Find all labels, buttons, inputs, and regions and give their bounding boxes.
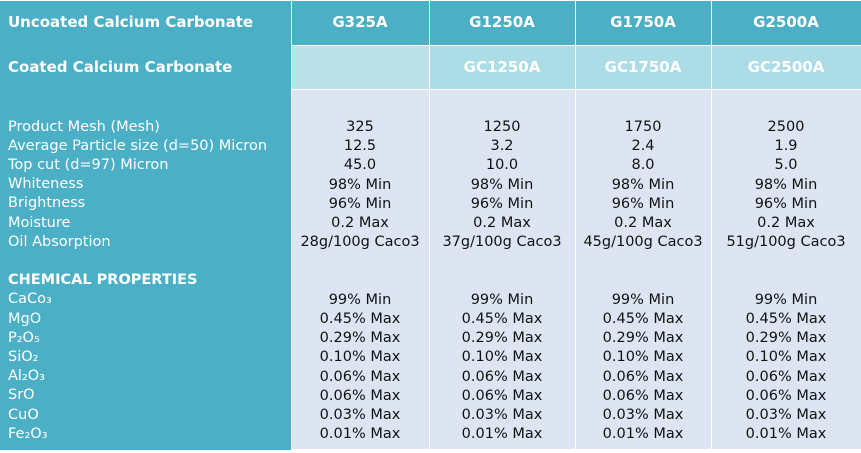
chemical-value: 0.06% Max — [602, 368, 684, 385]
chemical-value: 0.06% Max — [461, 368, 543, 385]
coated-grade-header: GC2500A — [710, 45, 861, 90]
property-value: 45g/100g Caco3 — [583, 234, 703, 251]
chemical-label: Al₂O₃ — [8, 368, 45, 385]
chemical-label: CaCo₃ — [8, 291, 52, 308]
coated-grade-header: GC1750A — [574, 45, 712, 90]
chemical-properties-heading: CHEMICAL PROPERTIES — [8, 272, 198, 289]
coated-grade-header: GC1250A — [428, 45, 576, 90]
chemical-value: 0.06% Max — [745, 387, 827, 404]
grade-values-column: 1250 3.2 10.0 98% Min 96% Min 0.2 Max 37g/100g… — [428, 88, 576, 451]
chemical-value: 0.03% Max — [745, 407, 827, 424]
grade-header: G325A — [290, 0, 430, 46]
chemical-value: 0.06% Max — [319, 368, 401, 385]
grade-values-column: 2500 1.9 5.0 98% Min 96% Min 0.2 Max 51g/100g … — [710, 88, 861, 451]
property-value: 1.9 — [774, 138, 798, 155]
chemical-value: 0.29% Max — [745, 330, 827, 347]
property-value: 37g/100g Caco3 — [442, 234, 562, 251]
chemical-value: 0.10% Max — [745, 349, 827, 366]
chemical-value: 0.45% Max — [461, 311, 543, 327]
chemical-value: 0.01% Max — [745, 426, 827, 443]
chemical-value: 0.10% Max — [461, 349, 543, 366]
property-value: 96% Min — [470, 195, 534, 212]
property-value: 0.2 Max — [614, 215, 672, 232]
property-value: 96% Min — [754, 195, 818, 212]
chemical-value: 0.45% Max — [319, 311, 401, 327]
property-value: 98% Min — [754, 176, 818, 193]
property-value: 51g/100g Caco3 — [726, 234, 846, 251]
property-label: Oil Absorption — [8, 233, 111, 250]
properties-body-row: Product Mesh (Mesh) Average Particle size… — [0, 88, 861, 451]
property-value: 2.4 — [631, 138, 655, 155]
chemical-value: 0.29% Max — [461, 330, 543, 347]
chemical-value: 0.01% Max — [461, 426, 543, 443]
property-value: 0.2 Max — [473, 215, 531, 232]
property-label: Product Mesh (Mesh) — [8, 118, 160, 135]
grade-header: G1750A — [574, 0, 712, 46]
chemical-value: 99% Min — [754, 291, 818, 308]
chemical-value: 0.01% Max — [319, 426, 401, 443]
chemical-value: 0.06% Max — [461, 387, 543, 404]
chemical-label: SrO — [8, 387, 35, 404]
chemical-value: 0.29% Max — [602, 330, 684, 347]
property-value: 98% Min — [470, 176, 534, 193]
property-value: 3.2 — [490, 138, 514, 155]
uncoated-header-row: Uncoated Calcium Carbonate G325A G1250A … — [0, 0, 861, 46]
property-value: 0.2 Max — [331, 215, 389, 232]
property-value: 98% Min — [611, 176, 675, 193]
property-labels-column: Product Mesh (Mesh) Average Particle size… — [0, 89, 292, 450]
chemical-value: 0.45% Max — [602, 311, 684, 327]
property-label: Average Particle size (d=50) Micron — [8, 137, 268, 154]
chemical-value: 0.06% Max — [602, 387, 684, 404]
property-value: 2500 — [767, 119, 805, 135]
chemical-value: 0.10% Max — [602, 349, 684, 366]
chemical-label: Fe₂O₃ — [8, 425, 48, 442]
chemical-label: P₂O₅ — [8, 329, 40, 346]
property-value: 96% Min — [611, 195, 675, 212]
grade-values-column: 325 12.5 45.0 98% Min 96% Min 0.2 Max 28g/100g… — [290, 88, 430, 451]
property-label: Whiteness — [8, 176, 84, 193]
chemical-value: 0.29% Max — [319, 330, 401, 347]
property-value: 1250 — [483, 119, 521, 135]
grade-header: G1250A — [428, 0, 576, 46]
chemical-value: 0.06% Max — [745, 368, 827, 385]
physical-property-labels: Product Mesh (Mesh) Average Particle size… — [8, 118, 291, 252]
chemical-value: 0.10% Max — [319, 349, 401, 366]
property-value: 325 — [346, 119, 374, 135]
chemical-value: 0.03% Max — [319, 407, 401, 424]
coated-grade-header-empty — [290, 45, 430, 90]
coated-header-row: Coated Calcium Carbonate GC1250A GC1750A… — [0, 45, 861, 90]
property-value: 96% Min — [328, 195, 392, 212]
property-value: 12.5 — [343, 138, 377, 155]
property-value: 10.0 — [485, 157, 519, 174]
coated-label: Coated Calcium Carbonate — [0, 45, 292, 90]
chemical-property-labels: CaCo₃ MgO P₂O₅ SiO₂ Al₂O₃ SrO CuO Fe₂O₃ — [8, 290, 291, 444]
property-value: 28g/100g Caco3 — [300, 234, 420, 251]
chemical-value: 0.45% Max — [745, 311, 827, 327]
property-value: 0.2 Max — [757, 215, 815, 232]
chemical-value: 99% Min — [328, 291, 392, 308]
chemical-value: 0.06% Max — [319, 387, 401, 404]
grade-values-column: 1750 2.4 8.0 98% Min 96% Min 0.2 Max 45g/100g … — [574, 88, 712, 451]
chemical-label: CuO — [8, 406, 39, 423]
property-value: 1750 — [624, 119, 662, 135]
property-value: 45.0 — [343, 157, 377, 174]
property-value: 5.0 — [774, 157, 798, 174]
uncoated-label: Uncoated Calcium Carbonate — [0, 0, 292, 46]
property-label: Brightness — [8, 195, 86, 212]
chemical-value: 99% Min — [470, 291, 534, 308]
chemical-label: MgO — [8, 310, 42, 327]
chemical-value: 0.03% Max — [602, 407, 684, 424]
property-value: 98% Min — [328, 176, 392, 193]
property-label: Moisture — [8, 214, 71, 231]
chemical-value: 99% Min — [611, 291, 675, 308]
property-value: 8.0 — [631, 157, 655, 174]
chemical-label: SiO₂ — [8, 348, 39, 365]
property-label: Top cut (d=97) Micron — [8, 156, 169, 173]
chemical-value: 0.01% Max — [602, 426, 684, 443]
grade-header: G2500A — [710, 0, 861, 46]
chemical-value: 0.03% Max — [461, 407, 543, 424]
